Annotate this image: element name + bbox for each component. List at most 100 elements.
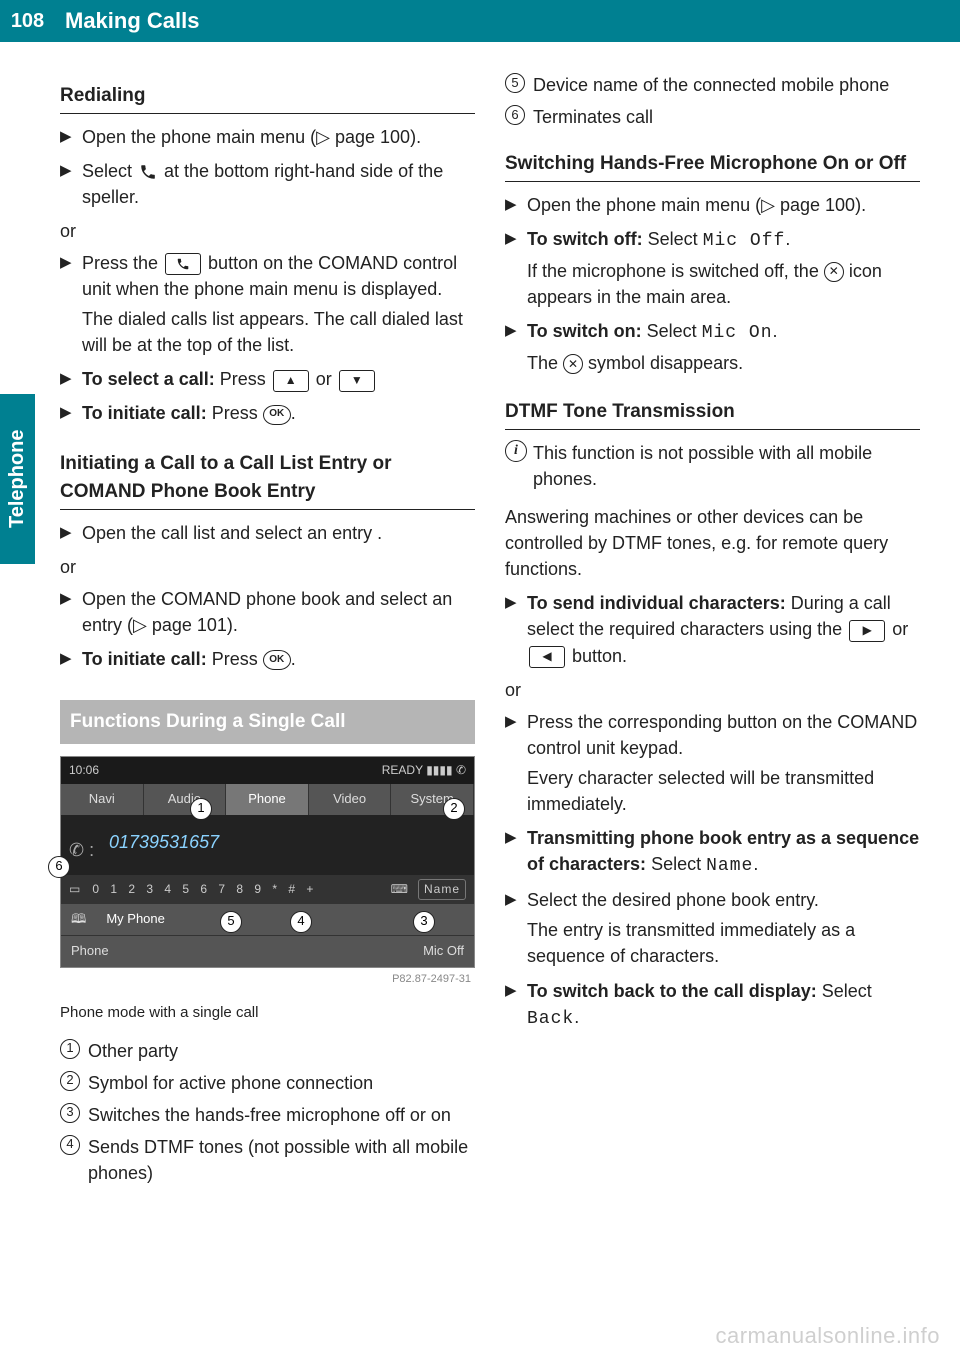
step-switch-on-mic: ▶ To switch on: Select Mic On. The ✕ sym… [505,318,920,376]
step-label: To switch off: [527,229,643,249]
callout-1: 1 [190,798,212,820]
legend-item-4: 4 Sends DTMF tones (not possible with al… [60,1134,475,1186]
step-text: To initiate call: Press OK. [82,400,475,426]
screenshot-code: P82.87-2497-31 [60,968,475,988]
text-fragment: Select [643,229,703,249]
screenshot-handset-icon: ✆ : [69,837,94,863]
screenshot-caption: Phone mode with a single call [60,1002,475,1024]
legend-text: Other party [88,1038,475,1064]
step-text: To switch back to the call display: Sele… [527,978,920,1032]
text-fragment: symbol disappears. [583,353,743,373]
step-result: If the microphone is switched off, the ✕… [527,258,920,310]
step-open-call-list: ▶ Open the call list and select an entry… [60,520,475,546]
heading-functions-single-call: Functions During a Single Call [60,700,475,744]
legend-text: Device name of the connected mobile phon… [533,72,920,98]
step-switch-back: ▶ To switch back to the call display: Se… [505,978,920,1032]
screenshot-bottombar: 🕮 My Phone [61,904,474,935]
step-text: To send individual characters: During a … [527,590,920,668]
phone-screenshot: 10:06 READY ▮▮▮▮ ✆ Navi Audio Phone Vide… [60,756,475,968]
step-marker-icon: ▶ [60,250,82,358]
text-fragment: Press the [82,253,163,273]
step-marker-icon: ▶ [505,226,527,310]
step-marker-icon: ▶ [505,318,527,376]
heading-call-list-entry: Initiating a Call to a Call List Entry o… [60,450,475,509]
legend-marker: 6 [505,104,533,130]
step-open-phonebook: ▶ Open the COMAND phone book and select … [60,586,475,638]
call-button-keycap [165,253,201,275]
step-marker-icon: ▶ [60,646,82,672]
screenshot-footerbar: Phone Mic Off [61,935,474,967]
text-fragment: If the microphone is switched off, the [527,261,824,281]
step-transmit-entry: ▶ Transmitting phone book entry as a seq… [505,825,920,879]
right-arrow-keycap: ▶ [849,620,885,642]
callout-4: 4 [290,911,312,933]
step-text: Open the phone main menu (▷ page 100). [82,124,475,150]
text-fragment: Select [642,321,702,341]
step-send-chars: ▶ To send individual characters: During … [505,590,920,668]
legend-marker: 5 [505,72,533,98]
step-text: Open the phone main menu (▷ page 100). [527,192,920,218]
legend-item-2: 2 Symbol for active phone connection [60,1070,475,1096]
screenshot-tab-active: Phone [226,784,309,815]
info-note: i This function is not possible with all… [505,440,920,492]
step-text: Open the call list and select an entry . [82,520,475,546]
screenshot-micoff: Mic Off [413,936,474,967]
text-fragment: Select [646,854,706,874]
screenshot-myphone: My Phone [96,904,175,935]
screenshot-time: 10:06 [69,762,99,779]
step-marker-icon: ▶ [60,158,82,210]
legend-marker: 1 [60,1038,88,1064]
text-fragment: or [311,369,337,389]
step-marker-icon: ▶ [60,366,82,392]
screenshot-tab: Navi [61,784,144,815]
callout-6: 6 [48,856,70,878]
step-marker-icon: ▶ [60,124,82,150]
callout-3: 3 [413,911,435,933]
page-number: 108 [0,7,55,36]
screenshot-abc-icon: ⌨ [391,881,412,898]
step-text: Press the button on the COMAND control u… [82,250,475,358]
step-marker-icon: ▶ [505,709,527,817]
info-text: This function is not possible with all m… [533,440,920,492]
or-separator: or [60,218,475,244]
text-fragment: button. [567,646,627,666]
step-text: Press the corresponding button on the CO… [527,709,920,817]
step-marker-icon: ▶ [505,192,527,218]
step-press-keypad: ▶ Press the corresponding button on the … [505,709,920,817]
text-fragment: Press [207,649,263,669]
step-marker-icon: ▶ [505,887,527,969]
step-select-call: ▶ To select a call: Press ▲ or ▼ [60,366,475,392]
screenshot-phone-label: Phone [61,936,119,967]
step-text: To switch on: Select Mic On. The ✕ symbo… [527,318,920,376]
monospace-value: Back [527,1009,574,1029]
legend-text: Sends DTMF tones (not possible with all … [88,1134,475,1186]
monospace-value: Mic Off [703,231,786,251]
screenshot-wrapper: 10:06 READY ▮▮▮▮ ✆ Navi Audio Phone Vide… [60,756,475,988]
screenshot-statusbar: 10:06 READY ▮▮▮▮ ✆ [61,757,474,784]
step-label: To send individual characters: [527,593,786,613]
step-marker-icon: ▶ [60,400,82,426]
left-column: Redialing ▶ Open the phone main menu (▷ … [60,72,475,1192]
screenshot-keys: 0 1 2 3 4 5 6 7 8 9 * # + [92,881,317,898]
info-marker: i [505,440,533,492]
step-marker-icon: ▶ [505,825,527,879]
legend-marker: 4 [60,1134,88,1186]
ok-button-icon: OK [263,405,291,425]
phone-handset-icon [139,163,157,181]
step-marker-icon: ▶ [505,978,527,1032]
watermark: carmanualsonline.info [715,1320,940,1352]
step-switch-off-mic: ▶ To switch off: Select Mic Off. If the … [505,226,920,310]
step-text: Transmitting phone book entry as a seque… [527,825,920,879]
screenshot-main: ✆ : 01739531657 [61,815,474,875]
step-marker-icon: ▶ [505,590,527,668]
step-select-phone-icon: ▶ Select at the bottom right-hand side o… [60,158,475,210]
screenshot-keyrow: ▭ 0 1 2 3 4 5 6 7 8 9 * # + ⌨ Name [61,875,474,904]
screenshot-bookmark-icon: 🕮 [61,904,96,935]
step-select-entry: ▶ Select the desired phone book entry. T… [505,887,920,969]
legend-text: Symbol for active phone connection [88,1070,475,1096]
step-result: The ✕ symbol disappears. [527,350,920,376]
text-fragment: Press [215,369,271,389]
text-fragment: The [527,353,563,373]
step-marker-icon: ▶ [60,586,82,638]
legend-marker: 2 [60,1070,88,1096]
